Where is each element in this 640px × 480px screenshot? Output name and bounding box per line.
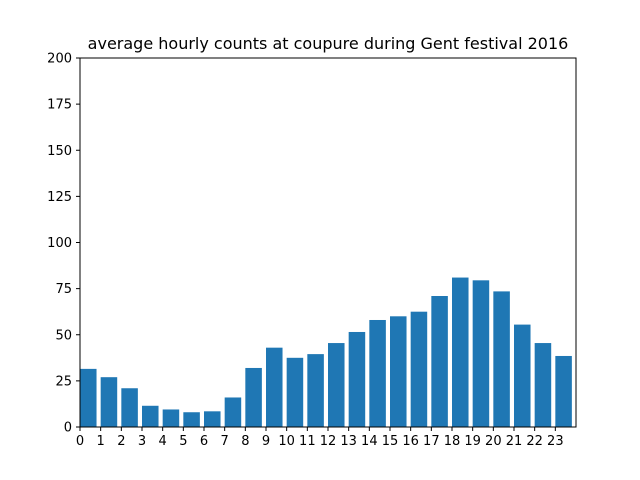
bar-hour-17 [431, 296, 448, 427]
x-tick-label: 19 [464, 434, 481, 449]
x-tick-label: 20 [485, 434, 502, 449]
x-tick-label: 8 [241, 434, 249, 449]
x-tick-label: 6 [200, 434, 208, 449]
bar-hour-20 [493, 291, 510, 427]
bar-hour-2 [121, 388, 138, 427]
x-tick-label: 1 [97, 434, 105, 449]
x-tick-label: 15 [382, 434, 399, 449]
bar-hour-18 [452, 277, 469, 427]
bar-hour-16 [410, 311, 428, 427]
y-tick-label: 75 [55, 282, 72, 297]
y-tick-label: 200 [47, 52, 72, 67]
bar-hour-12 [328, 343, 345, 427]
y-tick-label: 0 [64, 421, 72, 436]
bar-hour-5 [183, 412, 200, 427]
bar-hour-1 [100, 377, 118, 427]
x-tick-label: 7 [221, 434, 229, 449]
y-tick-label: 150 [47, 144, 72, 159]
x-tick-label: 2 [117, 434, 125, 449]
y-axis: 0 25 50 75 100 125 150 175 200 [47, 52, 80, 436]
bar-hour-23 [555, 355, 572, 427]
x-tick-label: 17 [423, 434, 440, 449]
bar-hour-4 [162, 409, 180, 427]
bar-hour-22 [534, 343, 552, 427]
bar-hour-13 [348, 331, 366, 427]
bar-hour-8 [245, 367, 262, 427]
bars-group [80, 277, 572, 427]
x-tick-label: 10 [278, 434, 295, 449]
x-tick-label: 18 [444, 434, 461, 449]
x-tick-label: 14 [361, 434, 378, 449]
bar-hour-7 [224, 397, 242, 427]
x-tick-label: 22 [526, 434, 543, 449]
x-tick-label: 11 [299, 434, 316, 449]
x-tick-label: 3 [138, 434, 146, 449]
x-tick-label: 23 [547, 434, 564, 449]
bar-hour-19 [472, 280, 490, 427]
bar-hour-15 [390, 316, 407, 427]
bar-hour-6 [204, 411, 221, 427]
y-tick-label: 100 [47, 236, 72, 251]
bar-hour-10 [286, 357, 304, 427]
x-tick-label: 21 [506, 434, 523, 449]
x-tick-label: 0 [76, 434, 84, 449]
bar-hour-9 [266, 347, 283, 427]
x-tick-label: 12 [320, 434, 337, 449]
chart-title: average hourly counts at coupure during … [88, 34, 569, 53]
x-tick-label: 13 [340, 434, 357, 449]
x-tick-label: 5 [179, 434, 187, 449]
bar-hour-14 [369, 319, 386, 427]
x-tick-label: 4 [159, 434, 167, 449]
y-tick-label: 125 [47, 190, 72, 205]
x-axis: 0 1 2 3 4 5 6 7 8 9 10 11 12 13 14 15 16 17 18 19 20 21 22 23 [76, 427, 564, 449]
y-tick-label: 25 [55, 374, 72, 389]
bar-hour-3 [142, 405, 159, 427]
bar-hour-11 [307, 354, 324, 427]
y-tick-label: 175 [47, 98, 72, 113]
y-tick-label: 50 [55, 328, 72, 343]
bar-hour-0 [80, 368, 97, 427]
bar-hour-21 [514, 324, 531, 427]
plot-frame [79, 57, 577, 428]
x-tick-label: 16 [402, 434, 419, 449]
x-tick-label: 9 [262, 434, 270, 449]
